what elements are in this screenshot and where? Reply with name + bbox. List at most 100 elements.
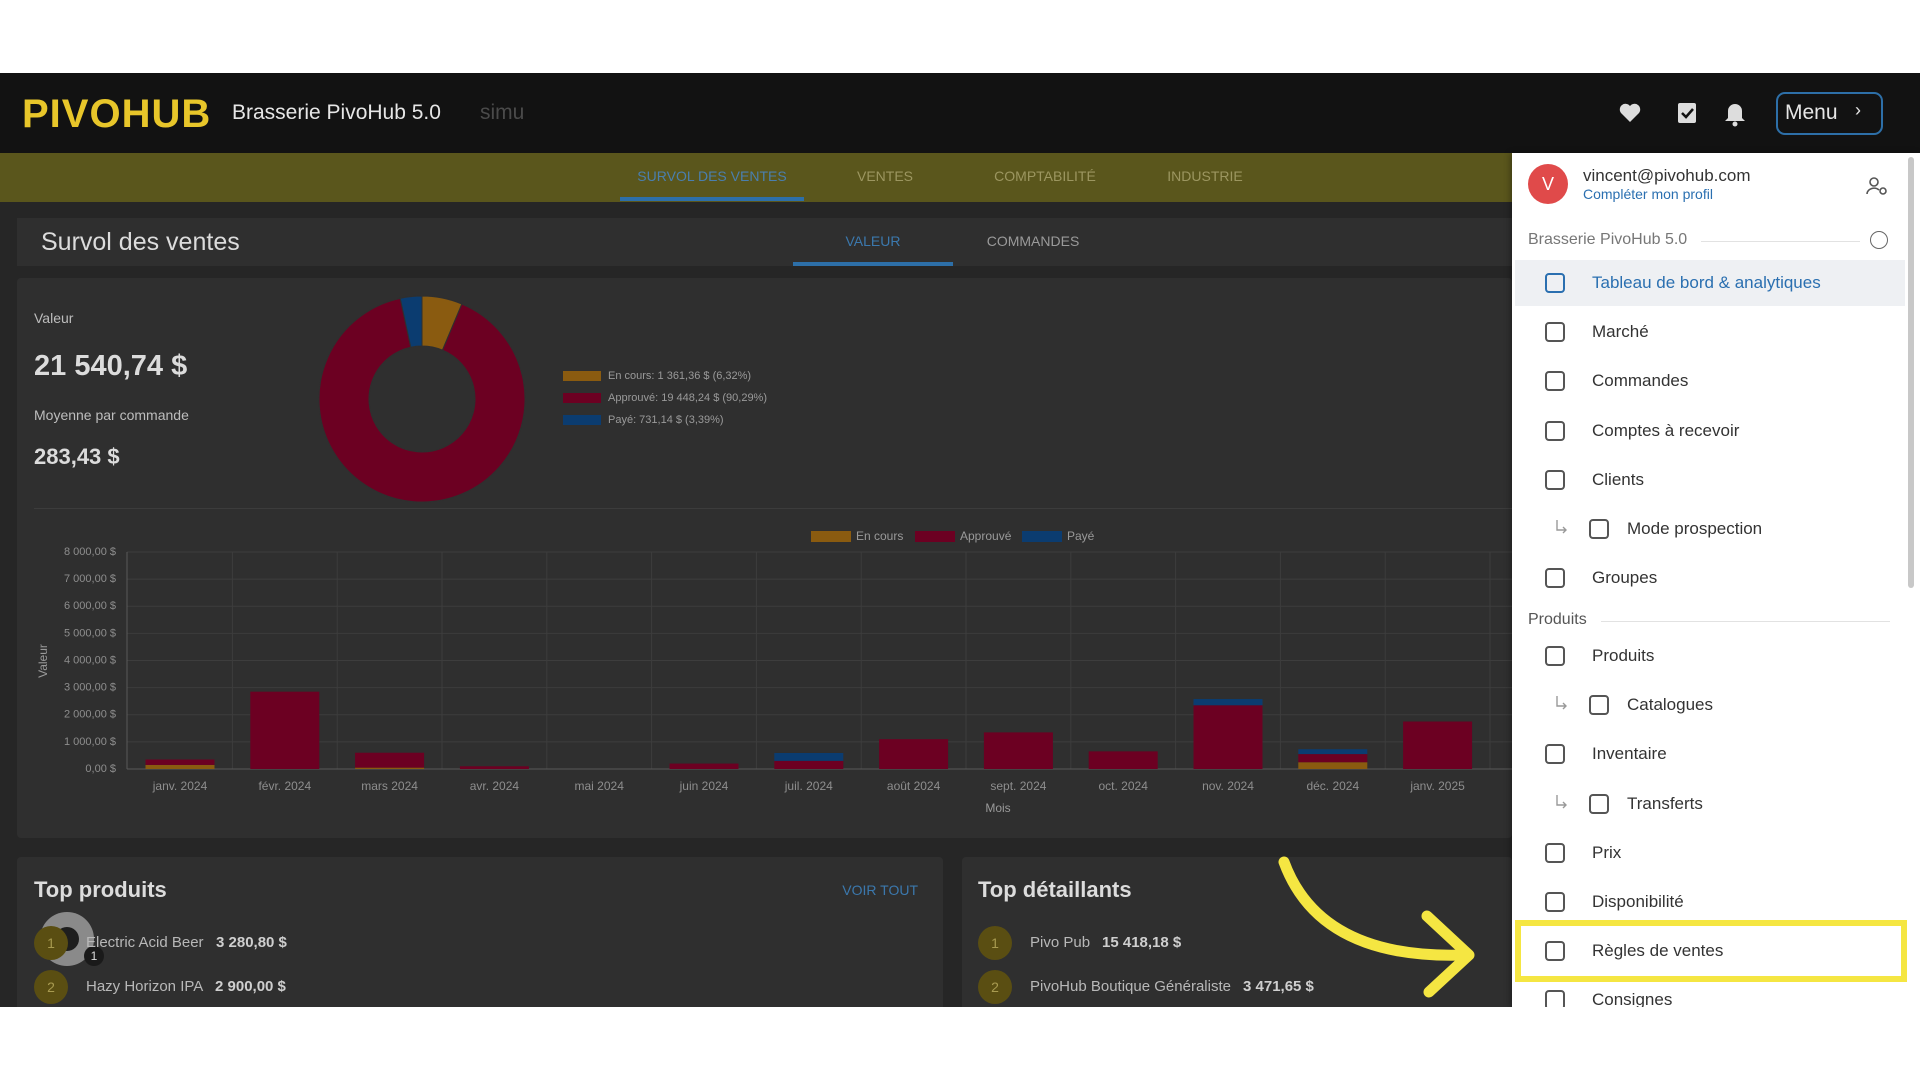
menu-item[interactable]: Marché: [1592, 322, 1649, 342]
x-axis-title: Mois: [985, 801, 1010, 815]
menu-item[interactable]: Règles de ventes: [1592, 941, 1724, 961]
x-tick-label: nov. 2024: [1202, 779, 1254, 793]
bar: [774, 752, 844, 761]
menu-icon: [1545, 322, 1565, 343]
menu-icon: [1545, 568, 1565, 589]
bar: [355, 767, 425, 769]
rank-badge: 2: [978, 970, 1012, 1004]
x-tick-label: févr. 2024: [258, 779, 311, 793]
top-retailers-title: Top détaillants: [978, 877, 1132, 902]
menu-icon: [1545, 273, 1565, 293]
menu-icon: [1545, 892, 1565, 912]
nav-tab[interactable]: COMPTABILITÉ: [994, 168, 1096, 184]
x-tick-label: janv. 2024: [152, 779, 208, 793]
scrollbar: [1908, 157, 1914, 588]
tab-underline: [793, 262, 953, 266]
x-tick-label: avr. 2024: [470, 779, 520, 793]
bar: [879, 739, 949, 769]
charts: En cours: 1 361,36 $ (6,32%) Approuvé: 19…: [36, 295, 1512, 815]
nav-underline: [620, 197, 804, 201]
legend-swatch: [563, 415, 601, 425]
y-tick-label: 6 000,00 $: [64, 600, 116, 612]
menu-button[interactable]: [1776, 92, 1883, 135]
donut-slice: [318, 297, 526, 503]
nav-tab[interactable]: INDUSTRIE: [1167, 168, 1243, 184]
legend-label: Approuvé: [960, 529, 1012, 543]
avatar[interactable]: V: [1528, 164, 1568, 204]
rank-badge: 2: [34, 970, 68, 1004]
bar: [459, 766, 529, 769]
company-title: Brasserie PivoHub 5.0: [232, 101, 441, 124]
app: PIVOHUB Brasserie PivoHub 5.0 simu Menu …: [0, 73, 1920, 1007]
menu-icon: [1545, 990, 1565, 1007]
average: 283,43 $: [34, 444, 120, 469]
y-tick-label: 1 000,00 $: [64, 736, 116, 748]
overview-title: Survol des ventes: [41, 228, 240, 256]
legend-label: Approuvé: 19 448,24 $ (90,29%): [608, 392, 767, 404]
sub-arrow: [1556, 520, 1567, 534]
bar: [1298, 754, 1368, 763]
x-tick-label: juin 2024: [679, 779, 729, 793]
view-all[interactable]: VOIR TOUT: [842, 882, 918, 898]
menu-item[interactable]: Produits: [1592, 646, 1655, 665]
y-tick-label: 8 000,00 $: [64, 546, 116, 558]
row-value: 3 280,80 $: [216, 934, 287, 951]
bar: [1088, 751, 1158, 769]
x-tick-label: oct. 2024: [1099, 779, 1149, 793]
menu-item[interactable]: Consignes: [1592, 990, 1673, 1007]
y-tick-label: 2 000,00 $: [64, 709, 116, 721]
legend-label: Payé: 731,14 $ (3,39%): [608, 414, 724, 426]
divider: [34, 508, 1512, 509]
nav-tab[interactable]: SURVOL DES VENTES: [637, 168, 787, 184]
bar: [145, 759, 215, 765]
user-email: vincent@pivohub.com: [1583, 166, 1751, 185]
menu-icon: [1589, 793, 1609, 814]
menu-item[interactable]: Clients: [1592, 469, 1644, 489]
menu-item[interactable]: Transferts: [1627, 793, 1703, 813]
value-label: Valeur: [34, 310, 74, 326]
legend-swatch: [915, 531, 955, 542]
x-tick-label: sept. 2024: [990, 779, 1046, 793]
menu-icon: [1545, 420, 1565, 441]
tab-commandes[interactable]: COMMANDES: [986, 233, 1080, 249]
bar: [1298, 762, 1368, 769]
info-icon[interactable]: [1870, 231, 1888, 249]
menu-item[interactable]: Groupes: [1592, 568, 1658, 588]
header: [0, 73, 1920, 153]
row-value: 2 900,00 $: [215, 978, 286, 995]
menu-item[interactable]: Inventaire: [1592, 744, 1667, 764]
x-tick-label: mars 2024: [361, 779, 418, 793]
menu-item[interactable]: Mode prospection: [1627, 519, 1763, 538]
value: 21 540,74 $: [34, 350, 188, 382]
help-badge: 1: [84, 946, 104, 966]
bar: [774, 760, 844, 769]
legend-swatch: [1022, 531, 1062, 542]
active-item-bg: [1515, 260, 1905, 306]
row-name: PivoHub Boutique Généraliste: [1030, 978, 1231, 995]
menu-icon: [1545, 469, 1565, 490]
env-label: simu: [480, 101, 525, 124]
user-settings-icon[interactable]: [1865, 175, 1889, 197]
legend-swatch: [811, 531, 851, 542]
menu-icon: [1589, 695, 1609, 716]
y-tick-label: 3 000,00 $: [64, 682, 116, 694]
tab-valeur[interactable]: VALEUR: [845, 233, 901, 249]
menu-icon: [1545, 941, 1565, 962]
bar: [1193, 699, 1263, 706]
logo[interactable]: PIVOHUB: [22, 92, 212, 136]
x-tick-label: juil. 2024: [784, 779, 833, 793]
menu-item[interactable]: Tableau de bord & analytiques: [1592, 273, 1821, 292]
menu-chevron: ›: [1855, 100, 1861, 120]
header-icons[interactable]: [1610, 98, 1760, 128]
profile-link[interactable]: Compléter mon profil: [1583, 186, 1713, 202]
menu-item[interactable]: Commandes: [1592, 371, 1689, 391]
menu-item[interactable]: Comptes à recevoir: [1592, 420, 1740, 440]
menu-item[interactable]: Disponibilité: [1592, 892, 1684, 911]
y-tick-label: 0,00 $: [85, 763, 116, 775]
menu-icon: [1545, 646, 1565, 666]
overview-header: [17, 218, 1512, 266]
menu-label[interactable]: Menu: [1785, 101, 1838, 124]
nav-tab[interactable]: VENTES: [856, 168, 913, 184]
menu-item[interactable]: Catalogues: [1627, 695, 1714, 715]
menu-item[interactable]: Prix: [1592, 842, 1622, 862]
